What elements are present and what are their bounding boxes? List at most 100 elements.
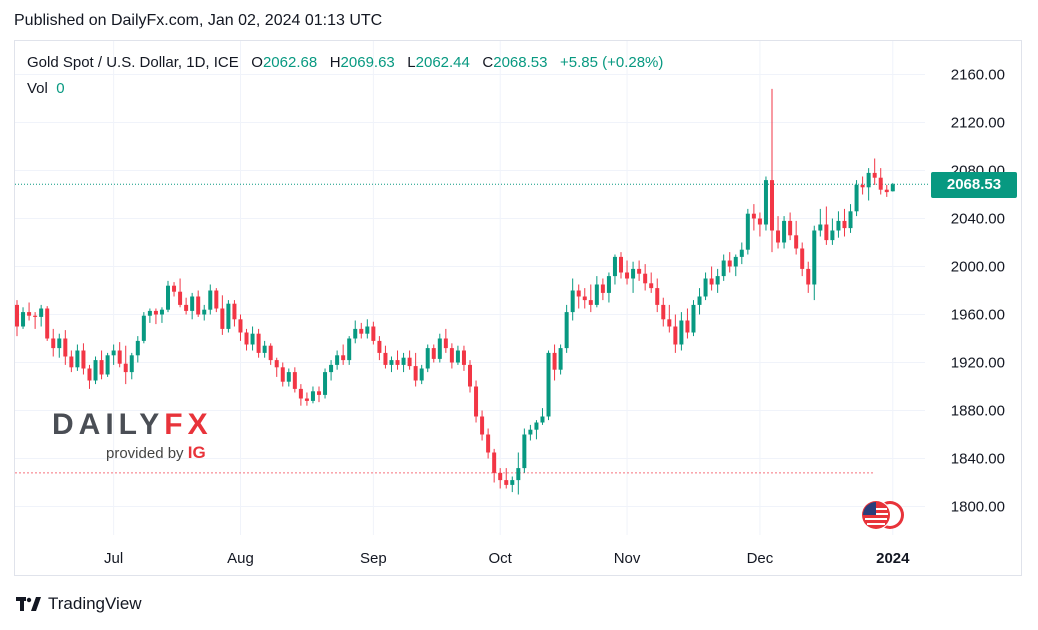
candle[interactable] bbox=[498, 468, 503, 489]
volume-legend[interactable]: Vol 0 bbox=[27, 80, 65, 97]
candle[interactable] bbox=[534, 420, 539, 440]
candle[interactable] bbox=[184, 297, 189, 315]
candle[interactable] bbox=[739, 242, 744, 265]
candle[interactable] bbox=[262, 340, 267, 358]
candle[interactable] bbox=[655, 278, 660, 313]
candle[interactable] bbox=[564, 304, 569, 353]
candle[interactable] bbox=[395, 350, 400, 370]
candlestick-chart[interactable]: 2160.002120.002080.002040.002000.001960.… bbox=[15, 41, 1021, 575]
candle[interactable] bbox=[733, 254, 738, 277]
candle[interactable] bbox=[854, 180, 859, 217]
candle[interactable] bbox=[727, 252, 732, 273]
candle[interactable] bbox=[377, 336, 382, 361]
candle[interactable] bbox=[745, 208, 750, 255]
candle[interactable] bbox=[504, 468, 509, 489]
candle[interactable] bbox=[63, 330, 68, 365]
candle[interactable] bbox=[419, 364, 424, 385]
candle[interactable] bbox=[540, 408, 545, 425]
candle[interactable] bbox=[685, 308, 690, 339]
candle[interactable] bbox=[431, 344, 436, 363]
candle[interactable] bbox=[558, 344, 563, 375]
candle[interactable] bbox=[812, 225, 817, 301]
candle[interactable] bbox=[256, 328, 261, 358]
candle[interactable] bbox=[280, 362, 285, 387]
candle[interactable] bbox=[606, 272, 611, 303]
candle[interactable] bbox=[776, 216, 781, 249]
candle[interactable] bbox=[208, 284, 213, 315]
candle[interactable] bbox=[335, 350, 340, 370]
candle[interactable] bbox=[782, 216, 787, 249]
candle[interactable] bbox=[202, 304, 207, 321]
candle[interactable] bbox=[359, 322, 364, 339]
candle[interactable] bbox=[232, 300, 237, 327]
candle[interactable] bbox=[468, 360, 472, 393]
candle[interactable] bbox=[643, 264, 648, 291]
candle[interactable] bbox=[413, 352, 418, 387]
candle[interactable] bbox=[268, 343, 273, 365]
candle[interactable] bbox=[842, 208, 847, 237]
candle[interactable] bbox=[800, 242, 805, 277]
candle[interactable] bbox=[600, 278, 605, 301]
candle[interactable] bbox=[661, 297, 666, 327]
candle[interactable] bbox=[751, 204, 756, 231]
candle[interactable] bbox=[27, 302, 32, 321]
candle[interactable] bbox=[105, 352, 110, 377]
candle[interactable] bbox=[872, 158, 877, 185]
candle[interactable] bbox=[594, 276, 599, 308]
candle[interactable] bbox=[492, 448, 497, 483]
candle[interactable] bbox=[588, 284, 593, 313]
candle[interactable] bbox=[292, 367, 297, 393]
candle[interactable] bbox=[286, 368, 291, 387]
candle[interactable] bbox=[153, 308, 158, 325]
candle[interactable] bbox=[679, 312, 684, 351]
candle[interactable] bbox=[353, 320, 358, 344]
candle[interactable] bbox=[383, 345, 388, 369]
candle[interactable] bbox=[709, 266, 714, 291]
candle[interactable] bbox=[304, 392, 309, 406]
candle[interactable] bbox=[129, 352, 134, 380]
candle[interactable] bbox=[763, 176, 768, 231]
candle[interactable] bbox=[33, 312, 38, 329]
us-flag-icon[interactable] bbox=[860, 498, 906, 532]
candle[interactable] bbox=[117, 342, 122, 368]
candle[interactable] bbox=[238, 314, 243, 341]
candle[interactable] bbox=[757, 212, 762, 237]
candle[interactable] bbox=[190, 292, 195, 320]
candle[interactable] bbox=[582, 288, 587, 309]
candle[interactable] bbox=[552, 344, 557, 381]
candle[interactable] bbox=[794, 220, 799, 255]
candle[interactable] bbox=[619, 252, 623, 279]
candle[interactable] bbox=[81, 343, 86, 375]
candle[interactable] bbox=[15, 300, 19, 337]
candle[interactable] bbox=[310, 386, 315, 404]
candle[interactable] bbox=[39, 304, 44, 327]
candle[interactable] bbox=[69, 350, 74, 373]
candle[interactable] bbox=[135, 336, 140, 363]
candle[interactable] bbox=[890, 182, 895, 192]
candle[interactable] bbox=[824, 206, 829, 245]
candle[interactable] bbox=[836, 211, 841, 238]
candle[interactable] bbox=[848, 204, 853, 233]
candle[interactable] bbox=[449, 343, 454, 369]
candle[interactable] bbox=[437, 333, 442, 363]
candle[interactable] bbox=[546, 350, 551, 421]
candle[interactable] bbox=[123, 345, 128, 385]
candle[interactable] bbox=[21, 307, 26, 329]
candle[interactable] bbox=[830, 218, 835, 245]
candle[interactable] bbox=[93, 356, 98, 385]
symbol-legend[interactable]: Gold Spot / U.S. Dollar, 1D, ICE O2062.6… bbox=[27, 54, 663, 71]
candle[interactable] bbox=[455, 345, 460, 365]
candle[interactable] bbox=[884, 184, 889, 197]
candle[interactable] bbox=[214, 288, 219, 313]
candle[interactable] bbox=[425, 344, 430, 373]
candle[interactable] bbox=[625, 260, 630, 285]
candle[interactable] bbox=[389, 356, 394, 373]
candle[interactable] bbox=[788, 212, 793, 241]
candle[interactable] bbox=[220, 295, 225, 335]
candle[interactable] bbox=[691, 300, 696, 337]
candle[interactable] bbox=[474, 380, 479, 423]
tradingview-footer[interactable]: TradingView bbox=[16, 594, 142, 614]
candle[interactable] bbox=[878, 168, 883, 195]
candle[interactable] bbox=[486, 428, 491, 459]
candle[interactable] bbox=[87, 364, 92, 389]
